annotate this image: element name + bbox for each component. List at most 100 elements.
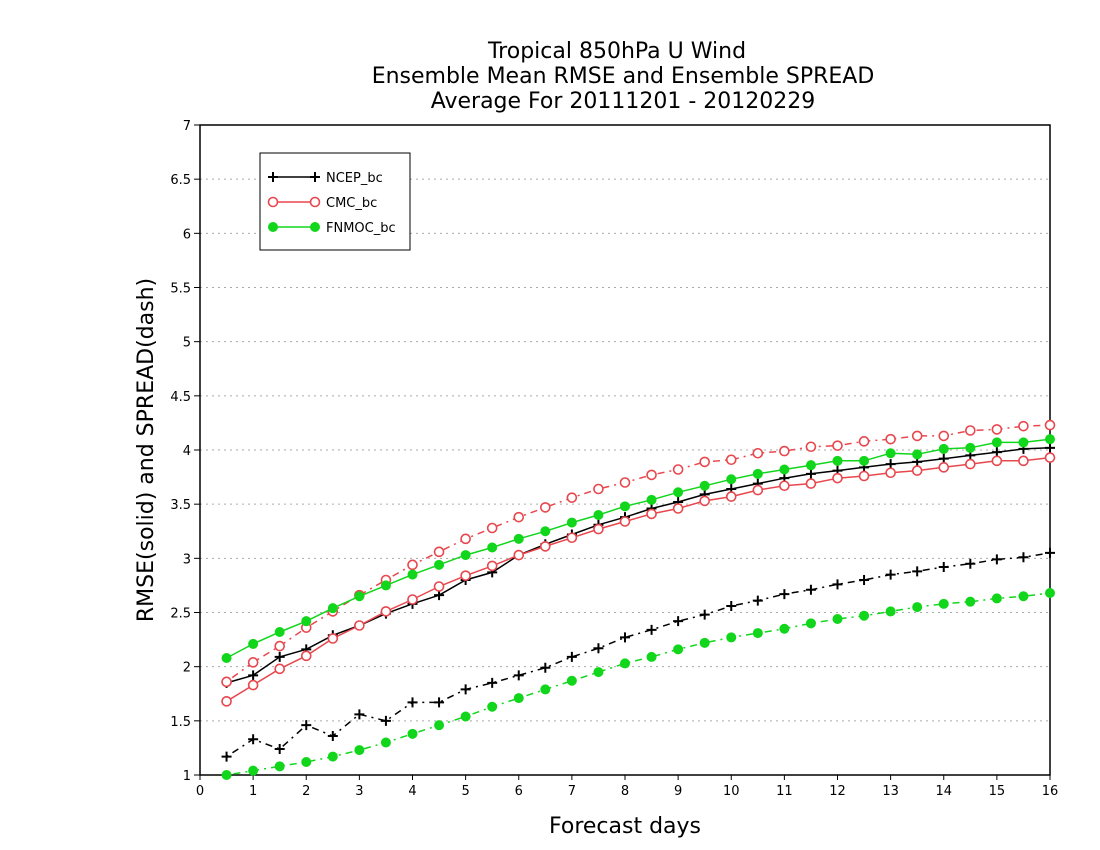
y-tick-label: 4 — [183, 444, 191, 459]
y-axis-label: RMSE(solid) and SPREAD(dash) — [134, 278, 159, 622]
legend-item-ncep-bc: NCEP_bc — [268, 171, 383, 186]
x-tick-label: 4 — [408, 784, 416, 799]
fnmoc-bc-rmse-point — [673, 487, 684, 498]
y-tick-label: 6.5 — [170, 173, 191, 188]
fnmoc-bc-rmse-point — [540, 526, 551, 537]
fnmoc-bc-spread-point — [726, 632, 737, 643]
ncep-bc-spread-point — [832, 579, 843, 590]
ncep-bc-spread-point — [779, 589, 790, 600]
y-tick-label: 2.5 — [170, 607, 191, 622]
ncep-bc-spread-point — [673, 616, 684, 627]
cmc-bc-rmse-point — [885, 467, 896, 479]
fnmoc-bc-spread-point — [1045, 588, 1055, 598]
cmc-bc-spread-point — [566, 492, 578, 503]
fnmoc-bc-rmse-point — [646, 494, 657, 505]
ncep-bc-rmse-point — [434, 590, 445, 601]
legend-marker — [310, 172, 320, 182]
ncep-bc-spread-point — [938, 562, 949, 572]
fnmoc-bc-spread-point — [593, 667, 604, 678]
fnmoc-bc-spread-point — [407, 728, 418, 739]
cmc-bc-rmse-point — [832, 472, 843, 484]
ncep-bc-spread-point — [248, 734, 259, 745]
ncep-bc-spread-point — [540, 662, 551, 673]
fnmoc-bc-rmse-point — [487, 542, 498, 553]
cmc-bc-rmse-point — [566, 532, 578, 544]
ncep-bc-spread-point — [726, 601, 737, 611]
ncep-bc-spread-point — [513, 670, 524, 681]
grid — [200, 178, 1050, 722]
ncep-bc-spread-point — [327, 731, 338, 741]
x-tick-label: 15 — [989, 784, 1006, 799]
fnmoc-bc-spread-point — [1018, 591, 1029, 602]
y-tick-label: 1.5 — [170, 715, 191, 730]
fnmoc-bc-spread-point — [354, 745, 365, 756]
cmc-bc-spread-point — [885, 433, 896, 445]
fnmoc-bc-spread-point — [699, 637, 710, 648]
cmc-bc-spread-point — [540, 502, 551, 513]
fnmoc-bc-spread-series — [221, 588, 1055, 780]
cmc-bc-rmse-point — [991, 455, 1003, 467]
y-tick-label: 4.5 — [170, 390, 191, 405]
cmc-bc-spread-point — [407, 559, 418, 571]
y-tick-label: 6 — [183, 227, 191, 242]
cmc-bc-rmse-point — [380, 606, 392, 617]
cmc-bc-spread-point — [593, 483, 604, 495]
axis-ticks: 11.522.533.544.555.566.570 1 2 3 4 5 6 7 8 9 10 11 1… — [170, 119, 1058, 799]
fnmoc-bc-spread-point — [805, 618, 816, 629]
ncep-bc-spread-point — [885, 569, 896, 580]
cmc-bc-rmse-point — [460, 570, 471, 581]
fnmoc-bc-rmse-point — [248, 638, 259, 649]
fnmoc-bc-rmse-point — [832, 455, 843, 466]
cmc-bc-rmse-point — [646, 508, 657, 520]
ncep-bc-rmse-point — [1045, 442, 1055, 453]
legend-marker — [310, 222, 320, 232]
ncep-bc-spread-point — [1018, 552, 1029, 563]
fnmoc-bc-rmse-point — [434, 559, 445, 570]
cmc-bc-spread-point — [805, 441, 817, 453]
legend-marker — [267, 196, 279, 208]
fnmoc-bc-rmse-point — [1018, 437, 1029, 448]
legend-marker — [268, 172, 278, 182]
fnmoc-bc-rmse-point — [779, 464, 790, 475]
fnmoc-bc-rmse-point — [593, 510, 604, 520]
cmc-bc-rmse-point — [725, 491, 737, 502]
cmc-bc-rmse-point — [965, 458, 976, 470]
cmc-bc-spread-point — [699, 456, 710, 468]
cmc-bc-rmse-point — [619, 516, 631, 527]
ncep-bc-rmse-line — [226, 447, 1051, 684]
fnmoc-bc-rmse-point — [274, 627, 285, 637]
ncep-bc-rmse-point — [885, 459, 896, 470]
cmc-bc-spread-point — [752, 447, 764, 459]
ncep-bc-spread-point — [1045, 547, 1055, 558]
fnmoc-bc-rmse-point — [1045, 434, 1055, 445]
fnmoc-bc-spread-point — [646, 651, 657, 662]
x-tick-label: 13 — [882, 784, 899, 799]
ncep-bc-spread-point — [380, 715, 391, 726]
x-tick-label: 9 — [674, 784, 682, 799]
cmc-bc-rmse-point — [911, 465, 923, 476]
fnmoc-bc-rmse-point — [566, 517, 577, 528]
chart-title-line-1: Tropical 850hPa U Wind — [487, 39, 746, 64]
chart-title-line-3: Average For 20111201 - 20120229 — [431, 89, 816, 114]
y-tick-label: 7 — [183, 119, 191, 134]
fnmoc-bc-spread-point — [991, 593, 1002, 604]
ncep-bc-spread-point — [805, 584, 816, 595]
ncep-bc-rmse-point — [274, 651, 285, 662]
fnmoc-bc-spread-point — [380, 737, 391, 748]
cmc-bc-spread-point — [646, 469, 657, 481]
ncep-bc-spread-point — [912, 566, 923, 577]
fnmoc-bc-rmse-point — [620, 501, 630, 512]
x-tick-label: 0 — [196, 784, 204, 799]
cmc-bc-rmse-point — [779, 480, 790, 492]
fnmoc-bc-rmse-point — [460, 550, 471, 561]
cmc-bc-spread-line — [226, 424, 1051, 683]
x-tick-label: 7 — [568, 784, 576, 799]
fnmoc-bc-rmse-point — [965, 442, 976, 453]
legend-marker — [309, 196, 321, 208]
cmc-bc-spread-point — [858, 436, 870, 447]
fnmoc-bc-spread-point — [566, 675, 577, 686]
fnmoc-bc-spread-point — [779, 623, 790, 634]
fnmoc-bc-rmse-point — [752, 468, 763, 479]
ncep-bc-rmse-point — [248, 670, 259, 681]
